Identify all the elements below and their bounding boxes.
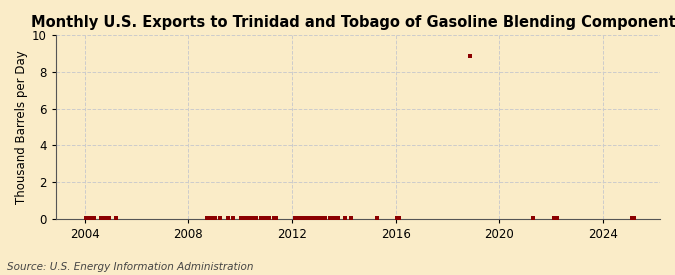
Y-axis label: Thousand Barrels per Day: Thousand Barrels per Day — [15, 50, 28, 204]
Text: Source: U.S. Energy Information Administration: Source: U.S. Energy Information Administ… — [7, 262, 253, 272]
Title: Monthly U.S. Exports to Trinidad and Tobago of Gasoline Blending Components: Monthly U.S. Exports to Trinidad and Tob… — [31, 15, 675, 30]
